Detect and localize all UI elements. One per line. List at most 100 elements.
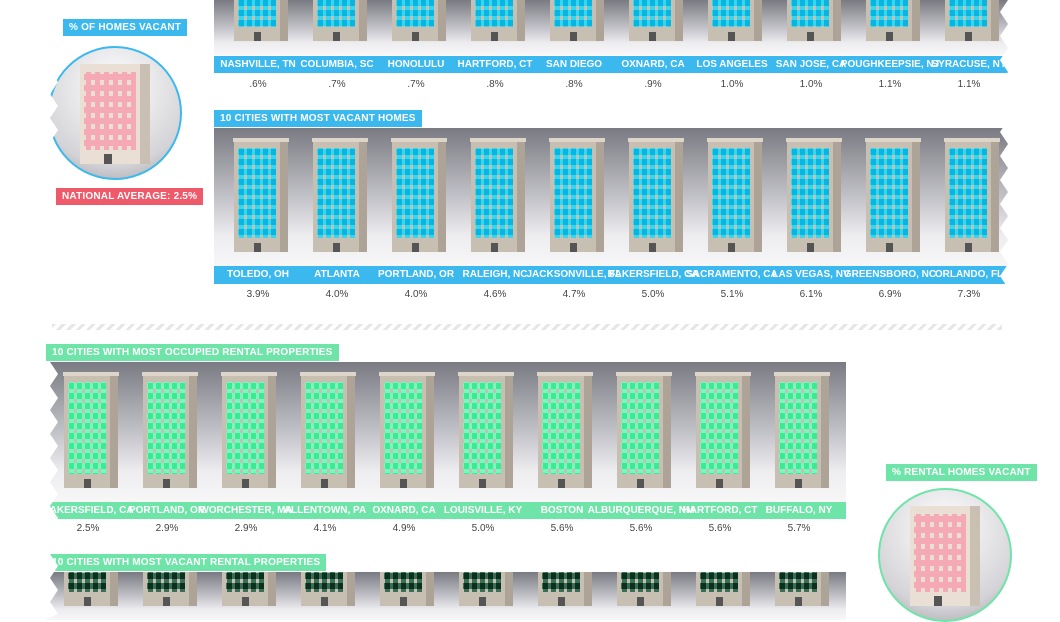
door-icon <box>807 243 814 252</box>
city-label: ORLANDO, FL <box>934 269 1004 280</box>
vacancy-value: 5.6% <box>629 523 653 534</box>
vacancy-value: 1.1% <box>957 79 981 90</box>
vacancy-value: 2.9% <box>234 523 258 534</box>
vacancy-value: 2.9% <box>155 523 179 534</box>
city-label: RALEIGH, NC <box>462 269 528 280</box>
door-icon <box>254 243 261 252</box>
vacancy-value: 1.1% <box>878 79 902 90</box>
building-illustration <box>528 362 603 502</box>
least-vacant-buildings-strip <box>214 0 1008 55</box>
city-label: ALBURQUERQUE, NM <box>587 505 695 516</box>
zigzag-edge-left-mid <box>44 362 58 620</box>
door-icon <box>479 479 486 488</box>
national-average-badge: NATIONAL AVERAGE: 2.5% <box>56 188 204 205</box>
vacancy-value: 1.0% <box>799 79 823 90</box>
door-icon <box>242 479 249 488</box>
zigzag-edge-right-top <box>1000 0 1014 300</box>
city-label: SACRAMENTO, CA <box>686 269 778 280</box>
city-label: ATLANTA <box>314 269 360 280</box>
city-label: HARTFORD, CT <box>457 59 533 70</box>
building-illustration <box>856 0 931 55</box>
building-illustration <box>449 572 524 620</box>
vacant-rental-title: 10 CITIES WITH MOST VACANT RENTAL PROPER… <box>46 554 327 571</box>
vacancy-value: 6.9% <box>878 289 902 300</box>
vacancy-value: 6.1% <box>799 289 823 300</box>
vacancy-value: 5.1% <box>720 289 744 300</box>
occupied-rental-buildings-strip <box>46 362 846 502</box>
vacancy-value: 5.6% <box>550 523 574 534</box>
building-illustration <box>382 128 457 266</box>
building-illustration <box>461 128 536 266</box>
homes-vacant-badge: % OF HOMES VACANT <box>63 19 188 36</box>
rental-vacant-badge: % RENTAL HOMES VACANT <box>886 464 1037 481</box>
door-icon <box>716 479 723 488</box>
door-icon <box>400 479 407 488</box>
vacancy-value: 4.6% <box>483 289 507 300</box>
vacancy-value: 4.9% <box>392 523 416 534</box>
vacancy-value: 5.7% <box>787 523 811 534</box>
building-illustration <box>449 362 524 502</box>
door-icon <box>479 597 486 606</box>
building-illustration <box>540 128 615 266</box>
vacancy-value: .9% <box>644 79 662 90</box>
door-icon <box>400 597 407 606</box>
building-illustration <box>765 572 840 620</box>
door-icon <box>637 479 644 488</box>
building-illustration <box>370 362 445 502</box>
door-icon <box>649 32 656 41</box>
door-icon <box>321 597 328 606</box>
city-label: OXNARD, CA <box>372 505 436 516</box>
most-vacant-title: 10 CITIES WITH MOST VACANT HOMES <box>214 110 422 127</box>
building-illustration <box>935 128 1008 266</box>
building-illustration <box>607 572 682 620</box>
building-illustration <box>291 362 366 502</box>
city-label: WORCHESTER, MA <box>199 505 293 516</box>
building-illustration <box>619 0 694 55</box>
door-icon <box>728 32 735 41</box>
least-vacant-values: .6% .7% .7% .8% .8% .9% 1.0% 1.0% 1.1% 1.1% <box>214 79 1008 93</box>
door-icon <box>84 479 91 488</box>
city-label: SYRACUSE, NY <box>931 59 1007 70</box>
door-icon <box>795 597 802 606</box>
vacancy-value: .7% <box>328 79 346 90</box>
least-vacant-city-labels: NASHVILLE, TN COLUMBIA, SC HONOLULU HARTFOR… <box>214 56 1008 73</box>
occupied-rental-values: 2.5% 2.9% 2.9% 4.1% 4.9% 5.0% 5.6% 5.6% 5.6% 5.7% <box>46 523 846 537</box>
city-label: LOS ANGELES <box>696 59 768 70</box>
building-illustration <box>698 128 773 266</box>
building-illustration <box>528 572 603 620</box>
building-illustration <box>765 362 840 502</box>
vacancy-value: 7.3% <box>957 289 981 300</box>
door-icon <box>412 243 419 252</box>
door-icon <box>795 479 802 488</box>
door-icon <box>965 243 972 252</box>
door-icon <box>934 596 942 606</box>
door-icon <box>84 597 91 606</box>
building-illustration <box>856 128 931 266</box>
city-label: PORTLAND, OR <box>128 505 206 516</box>
vacancy-value: .7% <box>407 79 425 90</box>
city-label: BUFFALO, NY <box>765 505 833 516</box>
building-illustration <box>777 0 852 55</box>
vacancy-value: 4.0% <box>325 289 349 300</box>
building-illustration <box>686 572 761 620</box>
city-label: BAKERSFIELD, CA <box>607 269 699 280</box>
building-illustration <box>698 0 773 55</box>
city-label: HONOLULU <box>387 59 445 70</box>
door-icon <box>716 597 723 606</box>
city-label: LAS VEGAS, NV <box>772 269 850 280</box>
vacancy-value: 4.1% <box>313 523 337 534</box>
door-icon <box>558 479 565 488</box>
door-icon <box>163 479 170 488</box>
city-label: TOLEDO, OH <box>226 269 290 280</box>
door-icon <box>965 32 972 41</box>
vacancy-value: 4.7% <box>562 289 586 300</box>
city-label: SAN DIEGO <box>545 59 603 70</box>
city-label: OXNARD, CA <box>621 59 685 70</box>
door-icon <box>558 597 565 606</box>
building-illustration <box>212 362 287 502</box>
building-illustration <box>935 0 1008 55</box>
city-label: SAN JOSE, CA <box>775 59 847 70</box>
building-illustration <box>777 128 852 266</box>
occupied-rental-title: 10 CITIES WITH MOST OCCUPIED RENTAL PROP… <box>46 344 339 361</box>
section-divider <box>52 324 1002 330</box>
